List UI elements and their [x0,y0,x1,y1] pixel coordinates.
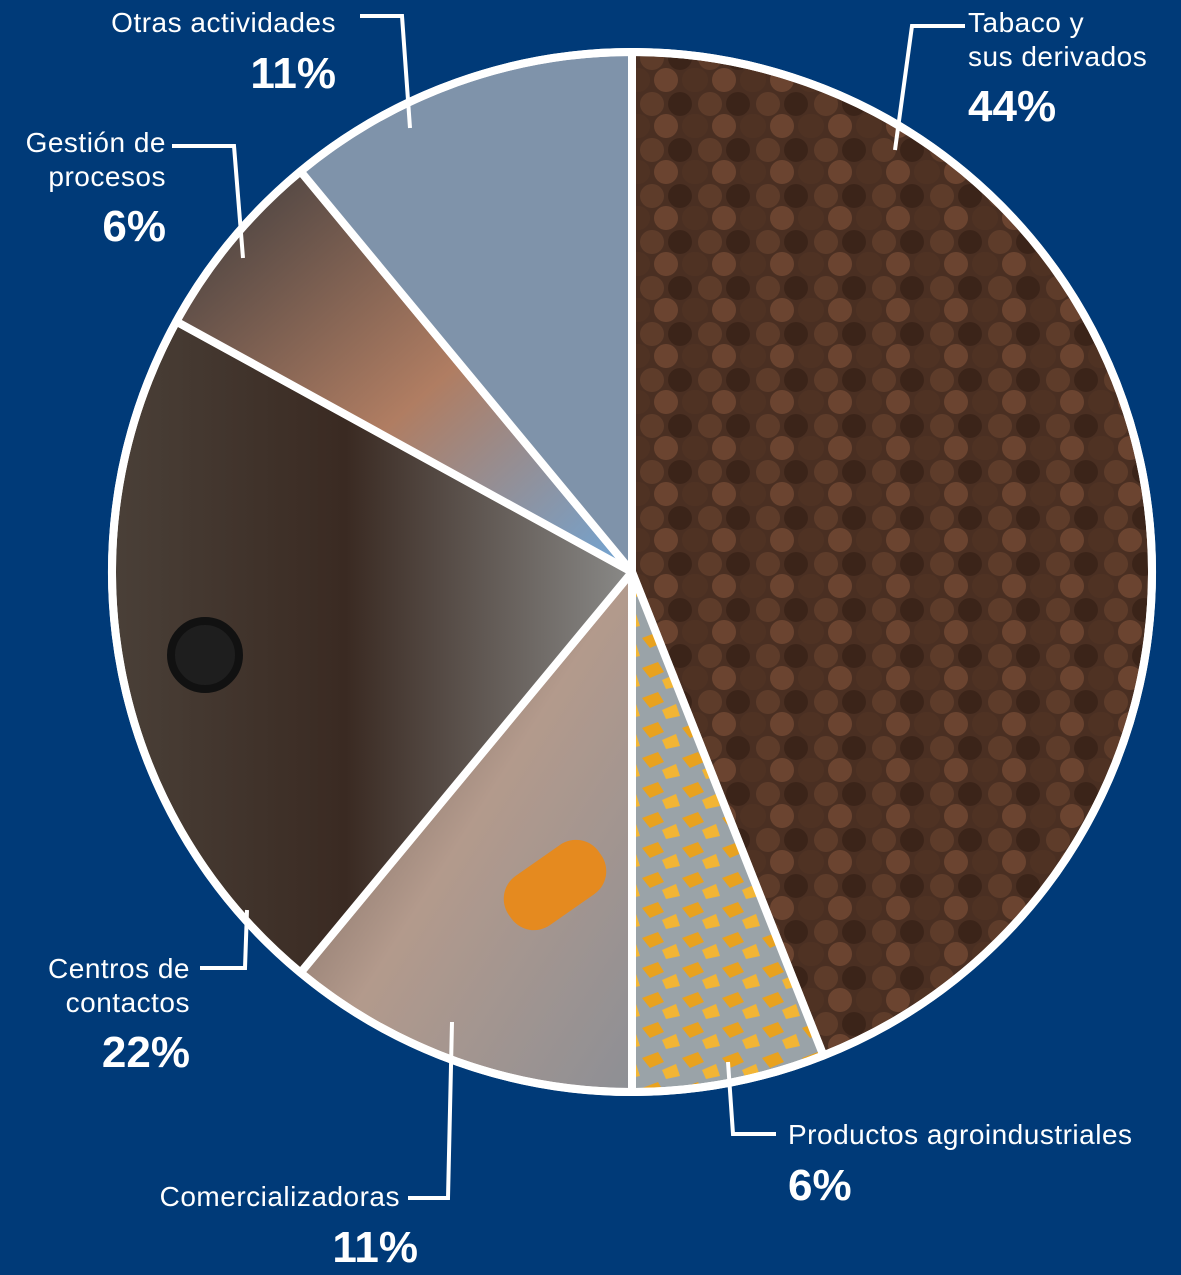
label-tabaco: Tabaco y sus derivados 44% [968,6,1147,134]
headphone-earcup-icon [167,617,243,693]
label-comer-line1: Comercializadoras [159,1181,400,1212]
label-gestion: Gestión de procesos 6% [0,126,166,254]
label-centros-line2: contactos [65,986,190,1018]
pie-outer-ring [108,48,1156,1096]
juice-bottle-icon [503,839,607,931]
label-gestion-line1: Gestión de [25,127,166,158]
leader-tabaco [893,24,965,151]
leader-gestion [172,144,245,259]
leader-otras [360,14,412,129]
label-comer: Comercializadoras 11% [100,1180,418,1274]
leader-comer [408,1021,454,1200]
label-agro: Productos agroindustriales 6% [788,1118,1133,1212]
label-agro-line1: Productos agroindustriales [788,1119,1133,1150]
label-gestion-pct: 6% [102,202,166,252]
label-centros: Centros de contactos 22% [0,952,190,1080]
leader-centros [200,909,249,970]
label-tabaco-pct: 44% [968,82,1057,132]
label-comer-pct: 11% [332,1222,418,1272]
label-agro-pct: 6% [788,1160,852,1210]
label-otras: Otras actividades 11% [70,6,336,100]
label-centros-line1: Centros de [48,953,190,984]
leader-agro [726,1061,776,1136]
label-gestion-line2: procesos [48,160,166,192]
label-centros-pct: 22% [101,1028,190,1078]
label-tabaco-line1: Tabaco y [968,7,1085,38]
label-otras-line1: Otras actividades [111,7,336,38]
label-otras-pct: 11% [250,48,336,98]
label-tabaco-line2: sus derivados [968,40,1148,72]
